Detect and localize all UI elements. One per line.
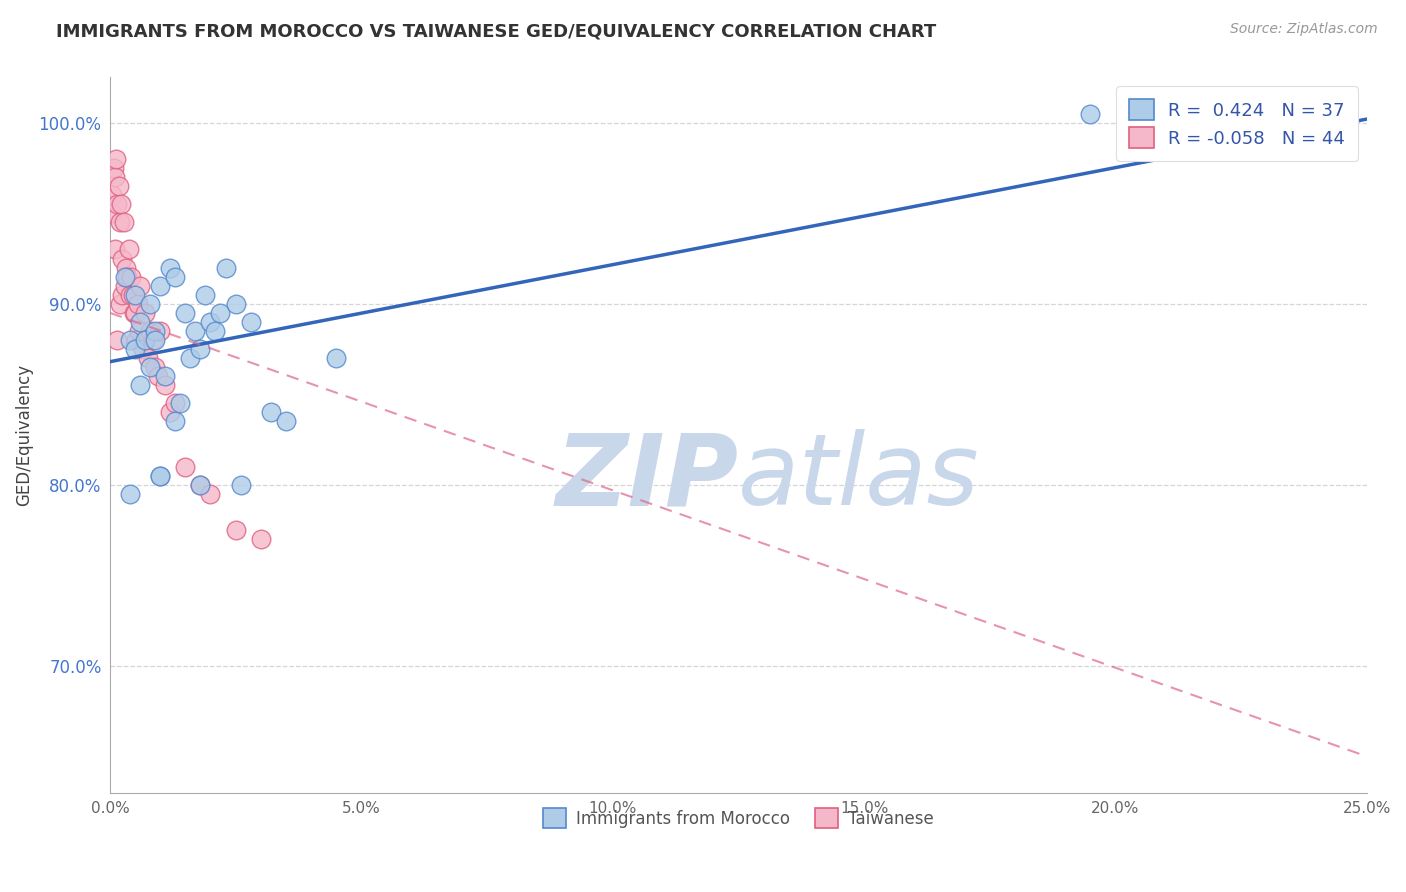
Point bbox=[134, 333, 156, 347]
Point bbox=[204, 324, 226, 338]
Point bbox=[1078, 106, 1101, 120]
Point bbox=[194, 287, 217, 301]
Point bbox=[142, 333, 165, 347]
Point bbox=[118, 487, 141, 501]
Point bbox=[129, 278, 152, 293]
Point bbox=[129, 378, 152, 392]
Point bbox=[114, 278, 136, 293]
Point bbox=[174, 459, 197, 474]
Point bbox=[107, 333, 129, 347]
Point bbox=[136, 351, 159, 365]
Point bbox=[117, 269, 139, 284]
Point bbox=[274, 414, 297, 428]
Point bbox=[108, 179, 131, 194]
Point bbox=[139, 297, 162, 311]
Point bbox=[139, 324, 162, 338]
Point bbox=[159, 260, 181, 275]
Point bbox=[104, 152, 127, 166]
Point bbox=[114, 269, 136, 284]
Point bbox=[165, 269, 187, 284]
Point bbox=[190, 342, 212, 356]
Point bbox=[127, 297, 149, 311]
Point bbox=[149, 468, 172, 483]
Point bbox=[179, 351, 201, 365]
Point bbox=[124, 342, 146, 356]
Point bbox=[239, 315, 262, 329]
Point bbox=[134, 306, 156, 320]
Point bbox=[104, 169, 127, 184]
Point bbox=[146, 369, 169, 384]
Point bbox=[112, 215, 135, 229]
Y-axis label: GED/Equivalency: GED/Equivalency bbox=[15, 364, 32, 506]
Legend: Immigrants from Morocco, Taiwanese: Immigrants from Morocco, Taiwanese bbox=[536, 802, 941, 834]
Point bbox=[111, 287, 134, 301]
Point bbox=[110, 197, 132, 211]
Point bbox=[225, 523, 247, 537]
Point bbox=[143, 333, 166, 347]
Point bbox=[125, 333, 148, 347]
Point bbox=[128, 324, 150, 338]
Point bbox=[153, 369, 176, 384]
Point bbox=[118, 243, 141, 257]
Point bbox=[121, 287, 143, 301]
Point bbox=[169, 396, 191, 410]
Point bbox=[131, 342, 153, 356]
Point bbox=[139, 360, 162, 375]
Point bbox=[174, 306, 197, 320]
Point bbox=[149, 324, 172, 338]
Point bbox=[214, 260, 236, 275]
Point bbox=[200, 315, 222, 329]
Text: IMMIGRANTS FROM MOROCCO VS TAIWANESE GED/EQUIVALENCY CORRELATION CHART: IMMIGRANTS FROM MOROCCO VS TAIWANESE GED… bbox=[56, 22, 936, 40]
Point bbox=[101, 206, 124, 220]
Point bbox=[104, 243, 127, 257]
Point bbox=[124, 306, 146, 320]
Point bbox=[153, 378, 176, 392]
Point bbox=[111, 252, 134, 266]
Point bbox=[325, 351, 347, 365]
Point bbox=[108, 297, 131, 311]
Point bbox=[107, 197, 129, 211]
Point bbox=[122, 306, 145, 320]
Text: ZIP: ZIP bbox=[555, 429, 738, 526]
Point bbox=[149, 468, 172, 483]
Point bbox=[225, 297, 247, 311]
Point bbox=[249, 532, 271, 546]
Point bbox=[165, 414, 187, 428]
Point bbox=[165, 396, 187, 410]
Point bbox=[190, 478, 212, 492]
Point bbox=[101, 188, 124, 202]
Point bbox=[184, 324, 207, 338]
Point bbox=[143, 324, 166, 338]
Point bbox=[229, 478, 252, 492]
Point bbox=[143, 360, 166, 375]
Point bbox=[115, 260, 138, 275]
Point bbox=[103, 161, 125, 175]
Point bbox=[159, 405, 181, 419]
Point bbox=[129, 315, 152, 329]
Point bbox=[118, 287, 141, 301]
Point bbox=[120, 269, 142, 284]
Point bbox=[200, 487, 222, 501]
Text: Source: ZipAtlas.com: Source: ZipAtlas.com bbox=[1230, 22, 1378, 37]
Point bbox=[190, 478, 212, 492]
Point bbox=[124, 287, 146, 301]
Text: atlas: atlas bbox=[738, 429, 980, 526]
Point bbox=[149, 278, 172, 293]
Point bbox=[209, 306, 232, 320]
Point bbox=[260, 405, 283, 419]
Point bbox=[108, 215, 131, 229]
Point bbox=[118, 333, 141, 347]
